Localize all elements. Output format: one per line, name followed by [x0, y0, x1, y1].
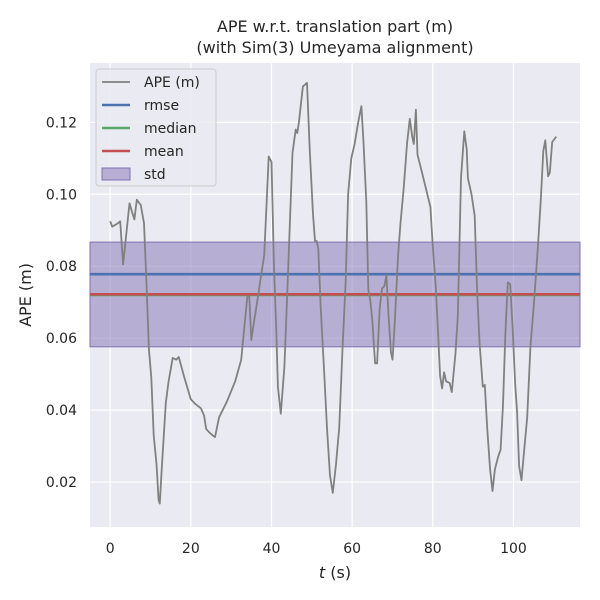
- y-tick-label: 0.10: [46, 187, 77, 203]
- legend-label: mean: [144, 144, 184, 160]
- y-tick-label: 0.06: [46, 331, 77, 347]
- series-layer: [109, 81, 557, 505]
- x-axis-label: t (s): [319, 563, 351, 582]
- legend-std-swatch: [101, 167, 131, 181]
- x-tick-label: 100: [500, 541, 527, 557]
- x-tick-label: 80: [424, 541, 442, 557]
- y-tick-label: 0.04: [46, 403, 77, 419]
- legend-label: APE (m): [144, 75, 200, 91]
- x-tick-label: 0: [106, 541, 115, 557]
- legend: APE (m) rmse median mean std: [95, 68, 217, 187]
- tick-labels: 0 20 40 60 80 100 0.02 0.04 0.06 0.08 0.10 0.12: [46, 115, 527, 557]
- chart-subtitle: (with Sim(3) Umeyama alignment): [196, 38, 473, 57]
- ape-series-line: [109, 81, 557, 505]
- legend-label: std: [144, 167, 166, 183]
- x-axis-variable: t: [319, 563, 326, 582]
- x-axis-unit: (s): [325, 563, 351, 582]
- legend-frame: [95, 68, 217, 187]
- x-tick-label: 20: [182, 541, 200, 557]
- y-tick-label: 0.02: [46, 475, 77, 491]
- legend-label: median: [144, 121, 196, 137]
- legend-label: rmse: [144, 98, 179, 114]
- x-tick-label: 60: [343, 541, 361, 557]
- y-tick-label: 0.08: [46, 259, 77, 275]
- x-tick-label: 40: [263, 541, 281, 557]
- statistic-lines: [90, 272, 580, 297]
- chart-title: APE w.r.t. translation part (m): [217, 17, 453, 36]
- y-tick-label: 0.12: [46, 115, 77, 131]
- y-axis-label: APE (m): [16, 263, 35, 327]
